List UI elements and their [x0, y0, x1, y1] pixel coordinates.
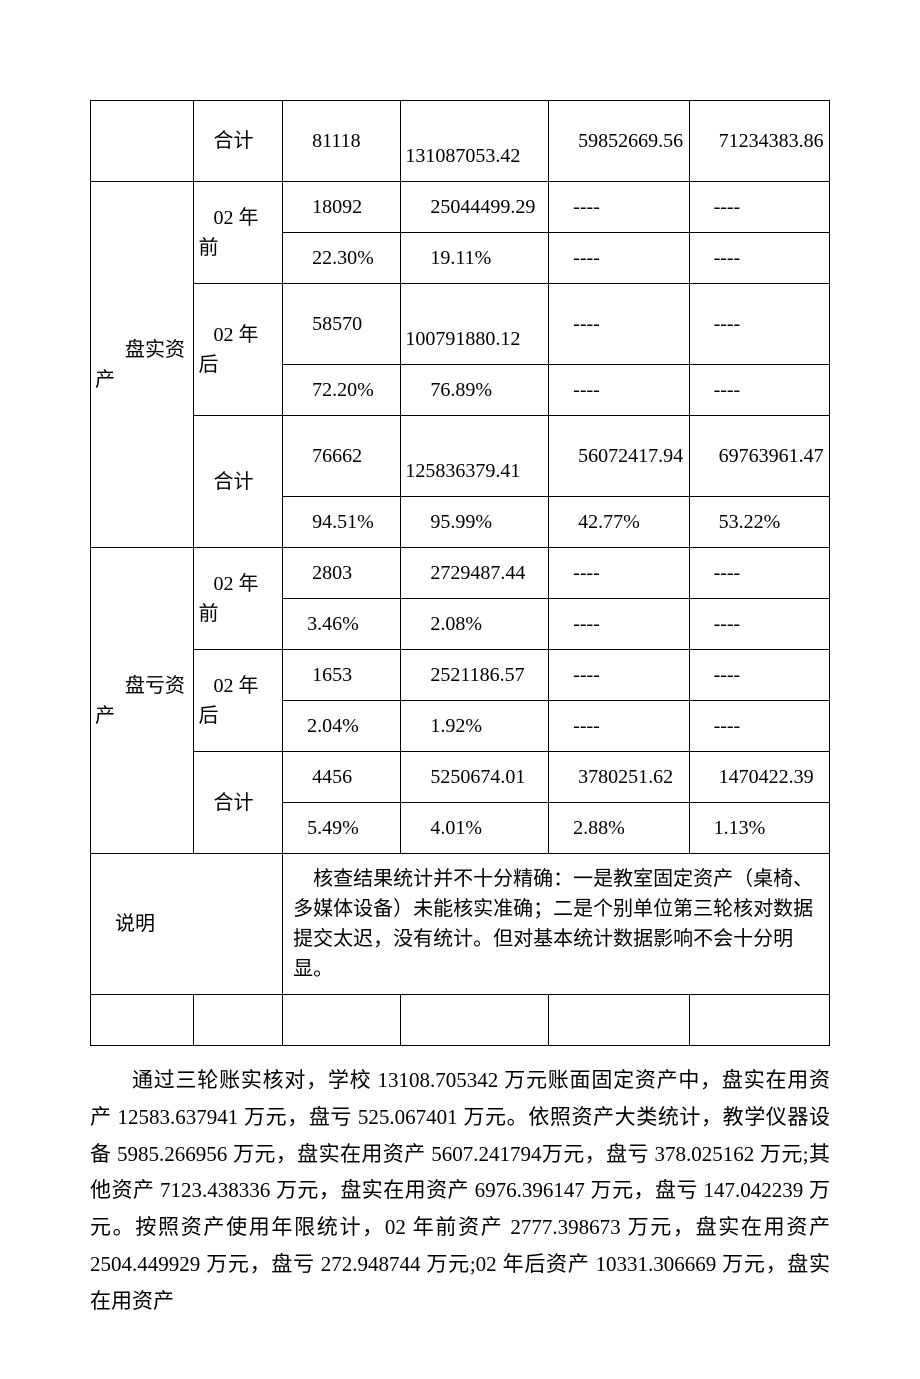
cell: 100791880.12: [401, 284, 549, 365]
cell: ----: [689, 284, 829, 365]
cell: 2521186.57: [401, 650, 549, 701]
period-label: 02 年前: [194, 182, 283, 284]
cell: 22.30%: [283, 233, 401, 284]
cell: 125836379.41: [401, 416, 549, 497]
cell: 5.49%: [283, 803, 401, 854]
cell: 4456: [283, 752, 401, 803]
cell: 19.11%: [401, 233, 549, 284]
cell: 3.46%: [283, 599, 401, 650]
body-paragraph: 通过三轮账实核对，学校 13108.705342 万元账面固定资产中，盘实在用资…: [90, 1062, 830, 1319]
table-row: 盘实资产 02 年前 18092 25044499.29 ---- ----: [91, 182, 830, 233]
cell: 1.13%: [689, 803, 829, 854]
cell-blank: [401, 995, 549, 1046]
cell-blank: [689, 995, 829, 1046]
table-row: 盘亏资产 02 年前 2803 2729487.44 ---- ----: [91, 548, 830, 599]
cell: 2729487.44: [401, 548, 549, 599]
cell: 1653: [283, 650, 401, 701]
cell: ----: [549, 284, 689, 365]
cell: ----: [689, 365, 829, 416]
cell: ----: [549, 650, 689, 701]
cell-total-label: 合计: [194, 101, 283, 182]
cell: 59852669.56: [549, 101, 689, 182]
cell: ----: [689, 650, 829, 701]
total-label: 合计: [194, 752, 283, 854]
cell: ----: [549, 365, 689, 416]
cell: 131087053.42: [401, 101, 549, 182]
cell: ----: [689, 233, 829, 284]
section-label-pankui: 盘亏资产: [91, 548, 194, 854]
cell: 1.92%: [401, 701, 549, 752]
table-row: 02 年后 58570 100791880.12 ---- ----: [91, 284, 830, 365]
cell: 95.99%: [401, 497, 549, 548]
table-row: 02 年后 1653 2521186.57 ---- ----: [91, 650, 830, 701]
cell: 42.77%: [549, 497, 689, 548]
cell: 1470422.39: [689, 752, 829, 803]
cell: 2.88%: [549, 803, 689, 854]
table-row: [91, 995, 830, 1046]
cell: 18092: [283, 182, 401, 233]
cell-blank: [549, 995, 689, 1046]
cell: 2.08%: [401, 599, 549, 650]
cell: ----: [549, 548, 689, 599]
cell: 25044499.29: [401, 182, 549, 233]
table-row: 合计 76662 125836379.41 56072417.94 697639…: [91, 416, 830, 497]
note-text: 核查结果统计并不十分精确：一是教室固定资产（桌椅、多媒体设备）未能核实准确；二是…: [283, 854, 830, 995]
cell-blank: [194, 995, 283, 1046]
cell: ----: [689, 599, 829, 650]
cell: 2803: [283, 548, 401, 599]
table-row: 说明 核查结果统计并不十分精确：一是教室固定资产（桌椅、多媒体设备）未能核实准确…: [91, 854, 830, 995]
cell: 71234383.86: [689, 101, 829, 182]
cell: 5250674.01: [401, 752, 549, 803]
cell: 58570: [283, 284, 401, 365]
note-label: 说明: [91, 854, 283, 995]
cell: 3780251.62: [549, 752, 689, 803]
cell: 2.04%: [283, 701, 401, 752]
period-label: 02 年前: [194, 548, 283, 650]
cell: ----: [689, 548, 829, 599]
cell: ----: [689, 701, 829, 752]
cell: ----: [689, 182, 829, 233]
table-row: 合计 81118 131087053.42 59852669.56 712343…: [91, 101, 830, 182]
cell: ----: [549, 599, 689, 650]
cell: ----: [549, 182, 689, 233]
cell-blank: [283, 995, 401, 1046]
period-label: 02 年后: [194, 284, 283, 416]
cell: 76.89%: [401, 365, 549, 416]
table-row: 合计 4456 5250674.01 3780251.62 1470422.39: [91, 752, 830, 803]
cell: 53.22%: [689, 497, 829, 548]
cell-blank: [91, 101, 194, 182]
total-label: 合计: [194, 416, 283, 548]
cell: 94.51%: [283, 497, 401, 548]
cell: 72.20%: [283, 365, 401, 416]
asset-table: 合计 81118 131087053.42 59852669.56 712343…: [90, 100, 830, 1046]
cell: 81118: [283, 101, 401, 182]
cell: 4.01%: [401, 803, 549, 854]
cell-blank: [91, 995, 194, 1046]
cell: ----: [549, 701, 689, 752]
cell: 56072417.94: [549, 416, 689, 497]
cell: ----: [549, 233, 689, 284]
cell: 76662: [283, 416, 401, 497]
period-label: 02 年后: [194, 650, 283, 752]
cell: 69763961.47: [689, 416, 829, 497]
section-label-panshi: 盘实资产: [91, 182, 194, 548]
